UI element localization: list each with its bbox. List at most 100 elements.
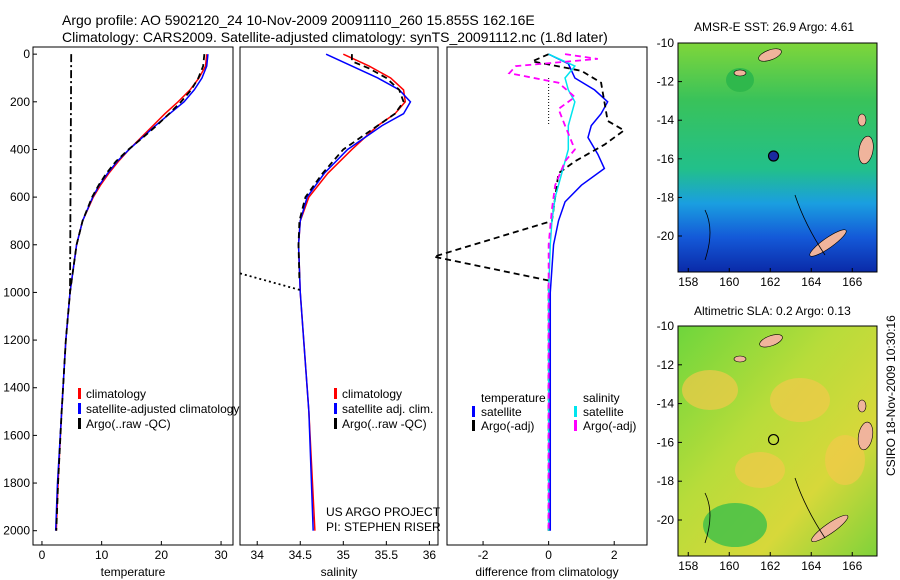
island — [733, 355, 747, 363]
sla-low-anomaly — [703, 503, 767, 547]
y-tick-label: 1400 — [3, 381, 30, 395]
axes-box — [32, 46, 234, 546]
y-tick-label: 2000 — [3, 524, 30, 538]
lon-tick-label: 160 — [719, 559, 739, 573]
lon-tick-label: 158 — [678, 559, 698, 573]
y-tick-label: 400 — [10, 142, 30, 156]
x-tick-label: 35.5 — [375, 548, 399, 562]
axes-box — [239, 46, 439, 546]
legend-swatch — [78, 403, 81, 414]
island — [857, 421, 874, 451]
lat-tick-label: -10 — [657, 36, 675, 50]
legend-label: Argo(-adj) — [481, 419, 534, 433]
x-tick-label: 0 — [39, 548, 46, 562]
depth-contour — [704, 477, 826, 544]
y-tick-label: 1200 — [3, 333, 30, 347]
legend-swatch — [574, 420, 577, 431]
lon-tick-label: 162 — [760, 559, 780, 573]
pi-credit: PI: STEPHEN RISER — [326, 520, 441, 534]
sst-patch — [726, 68, 754, 92]
x-tick-label: 20 — [155, 548, 169, 562]
lat-tick-label: -20 — [657, 229, 675, 243]
island — [857, 399, 867, 413]
sst-map-title: AMSR-E SST: 26.9 Argo: 4.61 — [694, 20, 855, 34]
island — [857, 113, 867, 127]
legend-label: Argo(-adj) — [583, 419, 636, 433]
island — [858, 135, 874, 165]
lat-tick-label: -20 — [657, 513, 675, 527]
sla-high-anomaly — [770, 378, 830, 422]
lon-tick-label: 166 — [842, 559, 862, 573]
legend-swatch — [334, 388, 337, 399]
depth-contour — [704, 194, 826, 261]
legend-swatch — [334, 403, 337, 414]
lon-tick-label: 160 — [719, 275, 739, 289]
x-tick-label: 36 — [423, 548, 437, 562]
lat-tick-label: -18 — [657, 190, 675, 204]
island — [758, 48, 782, 62]
lat-tick-label: -12 — [657, 75, 675, 89]
legend-label: satellite-adjusted climatology — [86, 402, 239, 416]
panel-1 — [32, 46, 234, 546]
legend-swatch — [472, 420, 475, 431]
panel-2 — [239, 46, 439, 546]
series-argo-raw — [239, 272, 301, 291]
y-tick-label: 600 — [10, 190, 30, 204]
legend-swatch — [472, 406, 475, 417]
x-tick-label: 30 — [214, 548, 228, 562]
lat-tick-label: -14 — [657, 113, 675, 127]
island — [759, 334, 783, 348]
island — [811, 514, 849, 543]
x-tick-label: 35 — [337, 548, 351, 562]
lat-tick-label: -10 — [657, 319, 675, 333]
legend-title-salinity: salinity — [583, 391, 620, 405]
series-temperature-argo-adj- — [433, 53, 626, 531]
legend-swatch — [78, 388, 81, 399]
sla-high-anomaly — [825, 435, 865, 485]
y-tick-label: 200 — [10, 95, 30, 109]
sst-map — [677, 42, 878, 273]
axes-box — [446, 46, 648, 546]
y-tick-label: 1800 — [3, 476, 30, 490]
y-tick-label: 800 — [10, 238, 30, 252]
lat-tick-label: -18 — [657, 474, 675, 488]
series-argo-raw — [69, 54, 73, 293]
lat-tick-label: -14 — [657, 397, 675, 411]
y-tick-label: 0 — [23, 47, 30, 61]
series-temperature-satellite — [548, 53, 609, 531]
legend-label: Argo(..raw -QC) — [342, 417, 427, 431]
legend-label: satellite adj. clim. — [342, 402, 433, 416]
series-argo-raw-qc- — [297, 54, 405, 281]
lat-tick-label: -16 — [657, 152, 675, 166]
sla-map-title: Altimetric SLA: 0.2 Argo: 0.13 — [694, 304, 851, 318]
x-tick-label: 34.5 — [289, 548, 313, 562]
legend-swatch — [334, 418, 337, 429]
lon-tick-label: 164 — [801, 275, 821, 289]
side-stamp: CSIRO 18-Nov-2009 10:30:16 — [884, 315, 898, 476]
legend-label: Argo(..raw -QC) — [86, 417, 171, 431]
x-tick-label: 34 — [251, 548, 265, 562]
x-tick-label: 0 — [545, 548, 552, 562]
x-tick-label: 10 — [95, 548, 109, 562]
sla-high-anomaly — [682, 370, 738, 410]
sla-high-anomaly — [735, 452, 785, 488]
y-tick-label: 1000 — [3, 285, 30, 299]
argo-float-marker — [767, 433, 780, 446]
figure-title-line2: Climatology: CARS2009. Satellite-adjuste… — [62, 29, 608, 45]
legend-label: climatology — [86, 387, 146, 401]
series-salinity-argo-adj- — [507, 53, 598, 531]
project-credit: US ARGO PROJECT — [326, 505, 441, 519]
x-axis-label: temperature — [101, 565, 166, 579]
panel-3 — [433, 46, 648, 546]
x-axis-label: difference from climatology — [475, 565, 618, 579]
lon-tick-label: 166 — [842, 275, 862, 289]
island — [733, 69, 747, 77]
legend-label: satellite — [583, 405, 624, 419]
argo-float-marker — [767, 150, 780, 162]
legend-label: climatology — [342, 387, 402, 401]
lon-tick-label: 158 — [678, 275, 698, 289]
lon-tick-label: 162 — [760, 275, 780, 289]
legend-swatch — [78, 418, 81, 429]
legend-label: satellite — [481, 405, 522, 419]
